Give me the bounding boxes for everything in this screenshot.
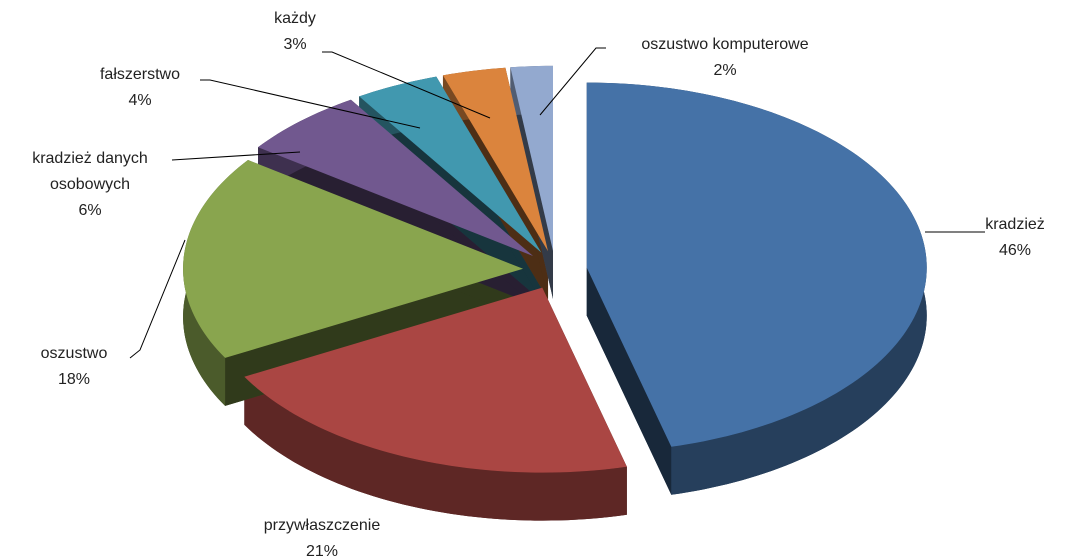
- side-edge: [586, 267, 672, 495]
- category-label: każdy: [274, 10, 316, 27]
- category-label: kradzież: [985, 216, 1045, 233]
- slice-label: każdy 3%: [255, 6, 335, 58]
- value-label: 2%: [713, 62, 737, 79]
- category-label: przywłaszczenie: [263, 517, 381, 534]
- category-label: kradzież danych osobowych: [32, 150, 148, 193]
- value-label: 18%: [57, 371, 91, 388]
- category-label: oszustwo: [40, 345, 108, 362]
- slice: [442, 67, 549, 252]
- slice-label: przywłaszczenie 21%: [232, 513, 412, 560]
- leader-line: [171, 151, 301, 161]
- slice: [359, 76, 542, 253]
- slice-label: oszustwo komputerowe 2%: [605, 32, 845, 84]
- side-wall: [244, 376, 627, 521]
- value-label: 6%: [78, 202, 102, 219]
- slice-label: oszustwo 18%: [24, 341, 124, 393]
- category-label: oszustwo komputerowe: [641, 36, 809, 53]
- slice-label: fałszerstwo 4%: [80, 62, 200, 114]
- slice-label: kradzież 46%: [975, 212, 1055, 264]
- value-label: 3%: [283, 36, 307, 53]
- category-label: fałszerstwo: [99, 66, 181, 83]
- slice: [183, 160, 524, 358]
- slice: [586, 82, 927, 447]
- leader-line: [539, 47, 606, 116]
- value-label: 21%: [305, 543, 339, 560]
- value-label: 4%: [128, 92, 152, 109]
- leader-line: [129, 239, 186, 359]
- slice: [258, 99, 534, 257]
- leader-line: [200, 79, 421, 129]
- leader-line: [322, 51, 491, 119]
- slice: [244, 287, 627, 473]
- value-label: 46%: [998, 242, 1032, 259]
- slice-label: kradzież danych osobowych 6%: [15, 146, 165, 224]
